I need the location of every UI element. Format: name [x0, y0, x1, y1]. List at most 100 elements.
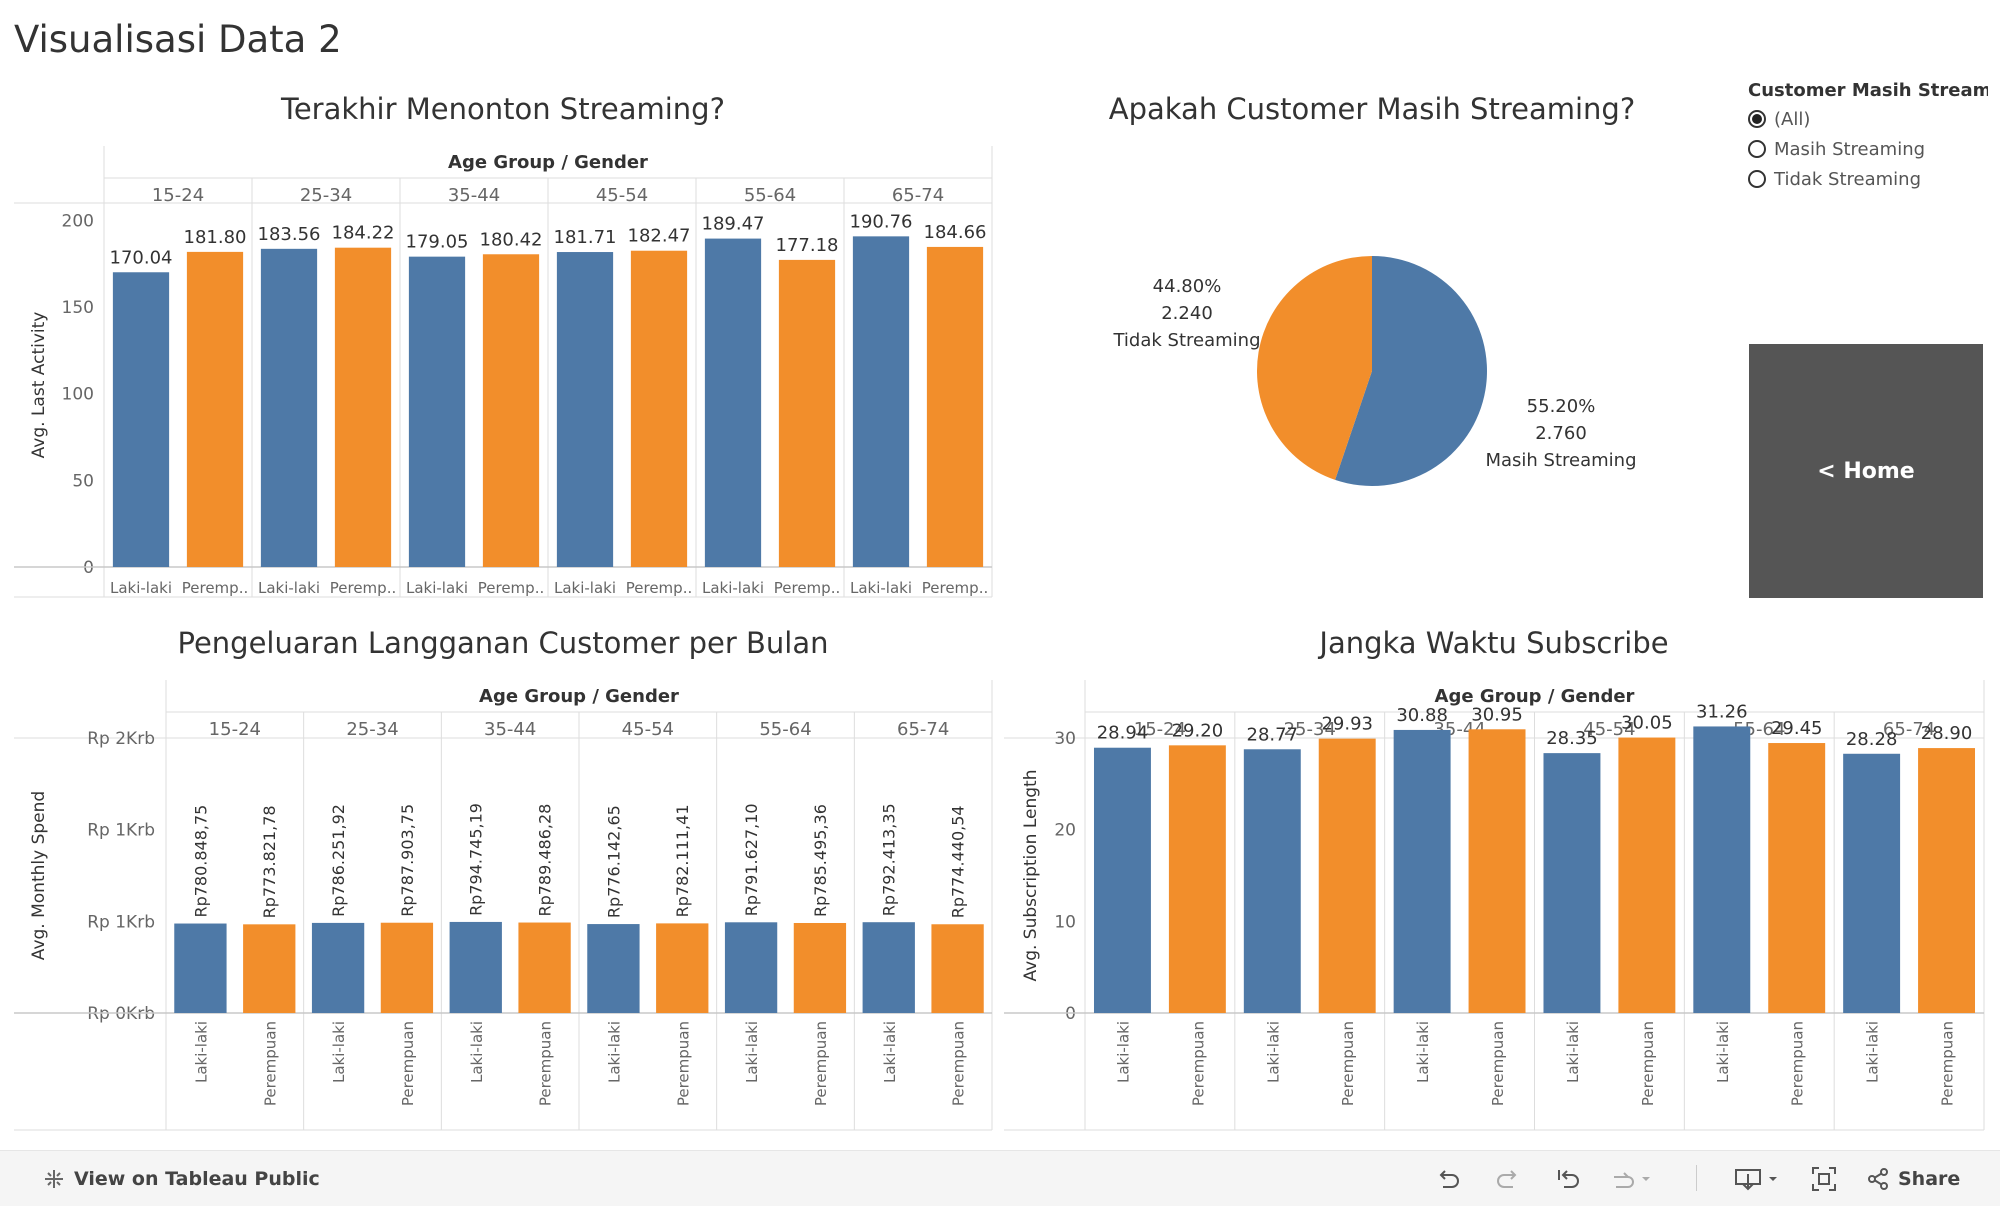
radio-masih-streaming[interactable]: [1748, 140, 1766, 158]
gender-label: Peremp..: [626, 579, 692, 597]
gender-label: Perempuan: [399, 1021, 417, 1106]
filter-title: Customer Masih Streami...: [1748, 80, 1988, 101]
data-label: Rp776.142,65: [604, 805, 623, 918]
fullscreen-button[interactable]: [1808, 1151, 1840, 1206]
filter-option-tidak-streaming[interactable]: Tidak Streaming: [1748, 164, 1988, 194]
age-group-label: 15-24: [152, 185, 204, 206]
gender-label: Perempuan: [1939, 1021, 1957, 1106]
age-group-label: 25-34: [346, 719, 398, 740]
header-group-label: Age Group / Gender: [479, 686, 679, 707]
chart-title: Terakhir Menonton Streaming?: [280, 92, 725, 126]
bar: [778, 259, 836, 567]
radio-all[interactable]: [1748, 110, 1766, 128]
pie-percent-label: 55.20%: [1527, 396, 1596, 417]
toolbar-divider: [1696, 1165, 1697, 1191]
y-tick-label: Rp 2Krb: [87, 729, 155, 749]
bar: [1543, 753, 1601, 1013]
bar: [704, 238, 762, 567]
pie-value-label: 2.240: [1161, 303, 1213, 324]
y-tick-label: 100: [62, 385, 94, 405]
tableau-logo-icon: [45, 1169, 63, 1188]
data-label: Rp791.627,10: [742, 803, 761, 916]
age-group-label: 25-34: [300, 185, 352, 206]
bar: [1843, 753, 1901, 1013]
data-label: 29.93: [1321, 714, 1373, 735]
age-group-label: 35-44: [448, 185, 500, 206]
filter-option-label: (All): [1774, 108, 1811, 130]
radio-tidak-streaming[interactable]: [1748, 170, 1766, 188]
data-label: 181.71: [554, 227, 617, 248]
y-tick-label: 50: [72, 471, 94, 491]
data-label: 184.66: [924, 222, 987, 243]
bar: [1768, 743, 1826, 1013]
gender-label: Peremp..: [478, 579, 544, 597]
age-group-label: 45-54: [596, 185, 648, 206]
age-group-label: 55-64: [744, 185, 796, 206]
bar: [862, 922, 915, 1013]
bar: [724, 922, 778, 1013]
bar: [334, 247, 392, 567]
gender-label: Perempuan: [950, 1021, 968, 1106]
data-label: 28.94: [1097, 723, 1149, 744]
pie-slice-name: Tidak Streaming: [1112, 330, 1260, 351]
age-group-label: 65-74: [1883, 719, 1935, 740]
age-group-label: 65-74: [892, 185, 944, 206]
revert-button[interactable]: [1552, 1151, 1584, 1206]
data-label: 181.80: [184, 227, 247, 248]
data-label: 30.88: [1396, 705, 1448, 726]
pie-percent-label: 44.80%: [1153, 276, 1222, 297]
header-group-label: Age Group / Gender: [448, 152, 648, 173]
bar: [482, 254, 540, 567]
bar: [587, 924, 640, 1013]
bar: [556, 252, 614, 567]
y-tick-label: Rp 1Krb: [87, 821, 155, 841]
bar: [656, 923, 709, 1013]
data-label: 28.28: [1846, 729, 1898, 750]
data-label: 182.47: [628, 226, 691, 247]
redo-icon: [1497, 1169, 1517, 1188]
y-axis-label: Avg. Monthly Spend: [29, 791, 49, 960]
data-label: Rp794.745,19: [467, 803, 486, 916]
data-label: Rp789.486,28: [536, 804, 555, 917]
filter-option-label: Tidak Streaming: [1774, 168, 1922, 190]
refresh-icon: [1614, 1171, 1650, 1188]
dashboard-title: Visualisasi Data 2: [14, 18, 342, 61]
revert-icon: [1558, 1169, 1579, 1188]
bar: [1618, 737, 1676, 1013]
y-axis-label: Avg. Subscription Length: [1021, 770, 1041, 982]
y-tick-label: Rp 1Krb: [87, 912, 155, 932]
gender-label: Laki-laki: [850, 579, 912, 597]
home-button[interactable]: < Home: [1749, 344, 1983, 598]
share-button[interactable]: Share: [1866, 1151, 1960, 1206]
data-label: Rp786.251,92: [329, 804, 348, 917]
redo-button[interactable]: [1492, 1151, 1524, 1206]
data-label: 170.04: [110, 247, 173, 268]
header-group-label: Age Group / Gender: [1435, 686, 1635, 707]
data-label: 28.77: [1247, 724, 1299, 745]
data-label: 180.42: [480, 229, 543, 250]
data-label: 177.18: [776, 235, 839, 256]
y-tick-label: 10: [1054, 912, 1076, 932]
share-label: Share: [1898, 1167, 1961, 1190]
gender-label: Laki-laki: [702, 579, 764, 597]
data-label: 31.26: [1696, 701, 1748, 722]
bar: [449, 921, 502, 1013]
chart-title: Apakah Customer Masih Streaming?: [1109, 92, 1635, 126]
gender-label: Perempuan: [812, 1021, 830, 1106]
filter-option-masih-streaming[interactable]: Masih Streaming: [1748, 134, 1988, 164]
refresh-button[interactable]: [1608, 1151, 1656, 1206]
bar: [1918, 748, 1976, 1013]
filter-option-all[interactable]: (All): [1748, 104, 1988, 134]
data-label: 28.35: [1546, 728, 1598, 749]
gender-label: Laki-laki: [1864, 1021, 1882, 1083]
view-on-tableau-link[interactable]: View on Tableau Public: [42, 1151, 320, 1206]
y-tick-label: 200: [62, 211, 94, 231]
undo-button[interactable]: [1432, 1151, 1464, 1206]
age-group-label: 65-74: [897, 719, 949, 740]
tableau-toolbar: View on Tableau Public: [0, 1150, 2000, 1206]
fullscreen-icon: [1812, 1166, 1836, 1191]
gender-label: Perempuan: [537, 1021, 555, 1106]
download-button[interactable]: [1732, 1151, 1784, 1206]
gender-label: Peremp..: [774, 579, 840, 597]
pie-value-label: 2.760: [1535, 423, 1587, 444]
